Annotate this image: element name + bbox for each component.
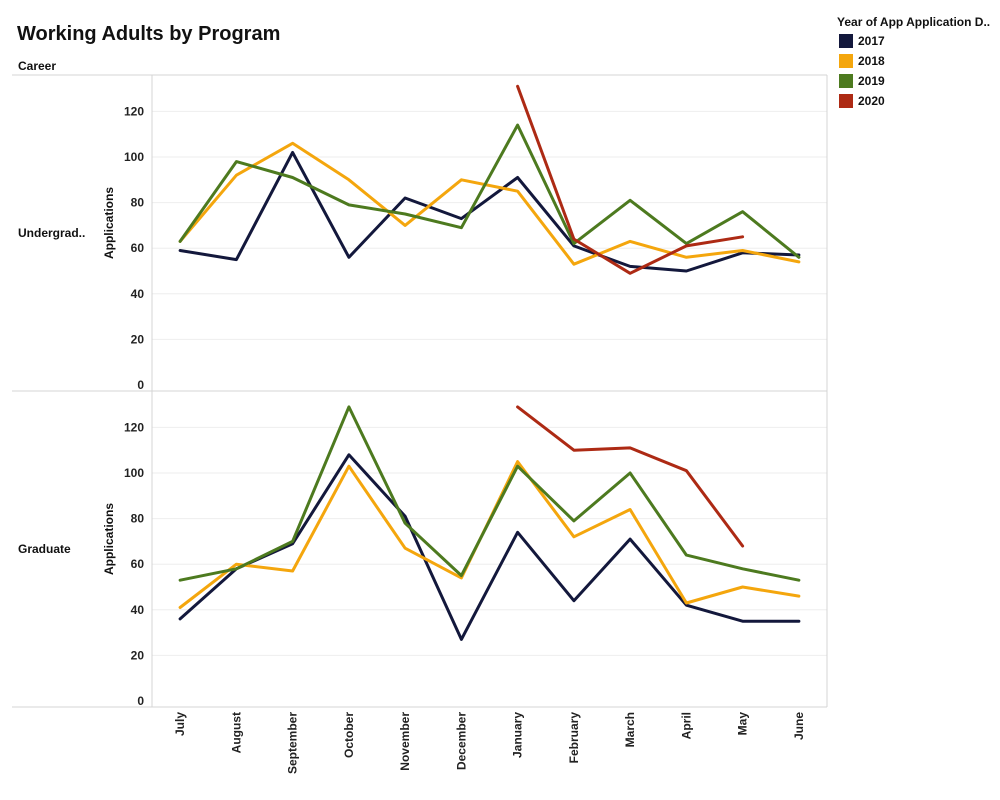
series-line-2017[interactable] [178,150,801,273]
x-tick-label: April [679,712,693,739]
legend-swatch-2018 [839,54,853,68]
panel-0: 0 20 40 60 80 100 120 Undergrad.. Applications [12,74,828,392]
y-tick-label: 120 [124,420,144,434]
panel-1: 0 20 40 60 80 100 120 Graduate Applications [12,391,828,708]
series-line-2017[interactable] [178,453,801,641]
legend-item-2019[interactable]: 2019 [839,74,885,88]
y-tick-label: 60 [131,557,145,571]
x-tick-label: November [398,712,412,771]
legend: Year of App Application D.. 2017 2018 2019… [837,15,990,108]
y-tick-label: 120 [124,104,144,118]
y-tick-label: 0 [137,694,144,708]
x-tick-label: May [736,712,750,736]
legend-item-2018[interactable]: 2018 [839,54,885,68]
y-tick-label: 40 [131,287,145,301]
y-tick-label: 0 [137,378,144,392]
legend-swatch-2017 [839,34,853,48]
series-line-2019[interactable] [178,123,801,259]
y-tick-label: 80 [131,512,145,526]
x-axis: July August September October November Decemb… [173,712,806,774]
x-tick-label: December [454,712,468,770]
y-tick-label: 20 [131,332,145,346]
x-tick-label: July [173,712,187,736]
row-label: Graduate [18,542,71,556]
legend-swatch-2019 [839,74,853,88]
x-tick-label: September [286,712,300,774]
y-tick-label: 100 [124,150,144,164]
series-line-2020[interactable] [516,405,745,548]
y-tick-label: 60 [131,241,145,255]
legend-label-2020: 2020 [858,94,885,108]
y-axis-title: Applications [102,187,116,259]
y-axis-title: Applications [102,503,116,575]
legend-title: Year of App Application D.. [837,15,990,29]
legend-item-2020[interactable]: 2020 [839,94,885,108]
legend-label-2017: 2017 [858,34,885,48]
series-line-2019[interactable] [178,405,801,582]
chart-panels: 0 20 40 60 80 100 120 Undergrad.. Applications 0 2… [12,74,828,708]
legend-label-2019: 2019 [858,74,885,88]
legend-swatch-2020 [839,94,853,108]
series-line-2018[interactable] [178,141,801,266]
legend-item-2017[interactable]: 2017 [839,34,885,48]
y-tick-label: 100 [124,466,144,480]
row-header: Career [18,59,56,73]
legend-label-2018: 2018 [858,54,885,68]
x-tick-label: February [567,712,581,764]
y-tick-label: 20 [131,648,145,662]
y-tick-label: 40 [131,603,145,617]
chart-title: Working Adults by Program [17,23,280,45]
x-tick-label: January [511,712,525,758]
y-tick-label: 80 [131,196,145,210]
x-tick-label: October [342,712,356,758]
x-tick-label: August [229,712,243,753]
x-tick-label: June [792,712,806,740]
row-label: Undergrad.. [18,226,85,240]
x-tick-label: March [623,712,637,747]
series-line-2020[interactable] [516,84,745,275]
